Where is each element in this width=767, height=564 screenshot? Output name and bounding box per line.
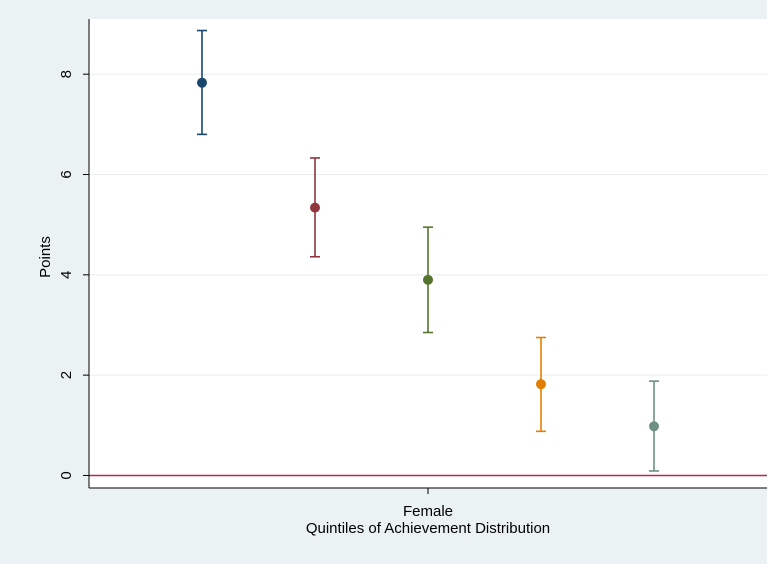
- axes: 0 2 4 6 8: [58, 19, 767, 494]
- y-tick-label: 8: [58, 70, 75, 78]
- data-point: [649, 421, 659, 432]
- data-point: [536, 379, 546, 390]
- data-point: [310, 202, 320, 213]
- y-tick-label: 6: [58, 170, 75, 178]
- y-tick-label: 0: [58, 471, 75, 479]
- x-category-label: Female: [403, 503, 453, 520]
- data-point: [197, 77, 207, 88]
- axis-labels: Points Female Quintiles of Achievement D…: [37, 236, 550, 537]
- y-tick-label: 4: [58, 271, 75, 279]
- y-axis-title: Points: [37, 236, 54, 278]
- series-group: [197, 29, 659, 472]
- data-point: [423, 274, 433, 285]
- y-tick-label: 2: [58, 371, 75, 379]
- x-axis-title: Quintiles of Achievement Distribution: [306, 520, 550, 537]
